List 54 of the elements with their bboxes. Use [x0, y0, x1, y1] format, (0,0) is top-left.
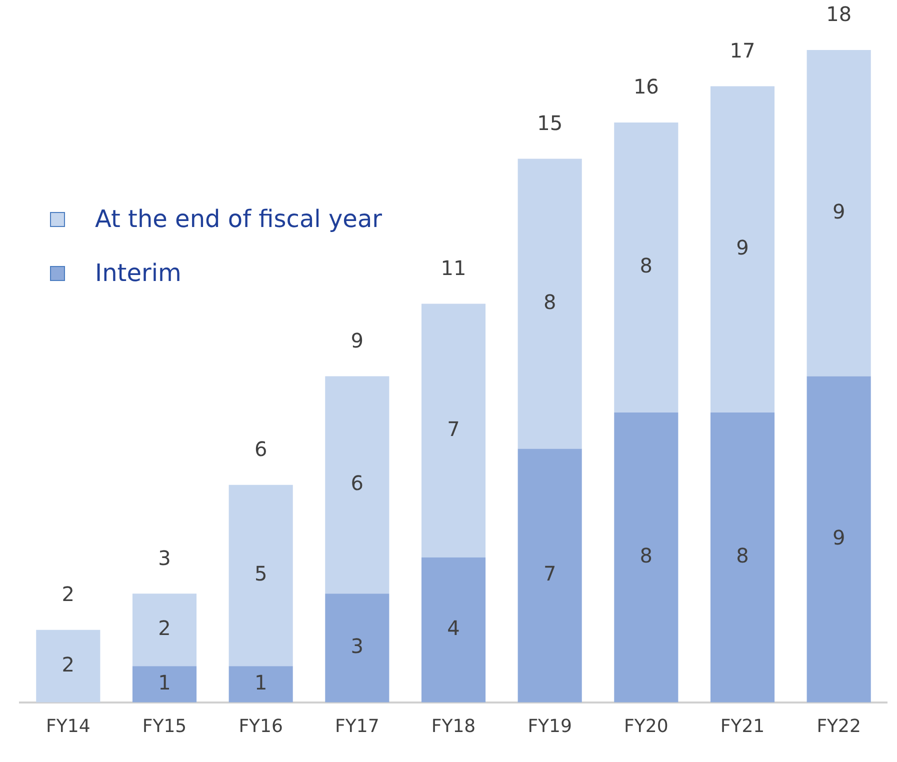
data-label: 3 — [350, 634, 364, 658]
data-label: 8 — [640, 544, 653, 568]
data-label: 6 — [350, 471, 364, 496]
bar — [325, 376, 390, 594]
data-label: 9 — [832, 526, 846, 550]
x-tick-label: FY21 — [720, 716, 765, 737]
bar — [806, 50, 871, 376]
bar — [228, 666, 293, 702]
data-label: 8 — [736, 544, 749, 568]
total-label: 11 — [440, 256, 466, 280]
x-tick-label: FY20 — [624, 716, 668, 737]
data-label: 4 — [447, 616, 460, 640]
data-label: 2 — [62, 652, 75, 676]
bar — [132, 666, 197, 702]
data-label: 8 — [543, 290, 556, 314]
total-label: 18 — [826, 2, 852, 26]
bar — [421, 557, 486, 702]
data-label: 7 — [447, 416, 460, 441]
x-tick-label: FY22 — [816, 716, 861, 737]
x-tick-label: FY18 — [431, 716, 476, 737]
total-label: 15 — [537, 110, 563, 135]
data-label: 9 — [736, 236, 749, 260]
data-label: 1 — [254, 670, 268, 694]
data-label: 5 — [254, 562, 268, 586]
bar — [710, 412, 775, 702]
total-label: 16 — [633, 74, 659, 99]
bar — [614, 122, 678, 412]
legend-label: At the end of fiscal year — [95, 205, 382, 233]
bar — [518, 448, 582, 702]
total-label: 6 — [254, 437, 268, 462]
x-tick-label: FY17 — [335, 716, 380, 737]
bar — [710, 86, 775, 412]
bar — [614, 412, 678, 702]
x-tick-label: FY16 — [238, 716, 283, 737]
bar — [421, 304, 486, 558]
data-label: 2 — [158, 616, 171, 640]
bar — [36, 630, 100, 702]
total-label: 9 — [350, 328, 364, 352]
bar — [132, 594, 197, 666]
x-tick-label: FY19 — [528, 716, 572, 737]
data-label: 9 — [832, 199, 846, 224]
x-tick-label: FY14 — [46, 716, 90, 737]
total-label: 3 — [158, 546, 171, 570]
bar — [806, 376, 871, 702]
bar — [228, 484, 293, 666]
bar — [325, 594, 390, 702]
legend-label: Interim — [95, 259, 182, 287]
bar — [518, 158, 582, 449]
data-label: 1 — [158, 670, 171, 694]
total-label: 2 — [62, 582, 75, 606]
total-label: 17 — [730, 38, 756, 62]
data-label: 7 — [543, 562, 556, 586]
data-label: 8 — [640, 254, 653, 278]
x-tick-label: FY15 — [142, 716, 187, 737]
